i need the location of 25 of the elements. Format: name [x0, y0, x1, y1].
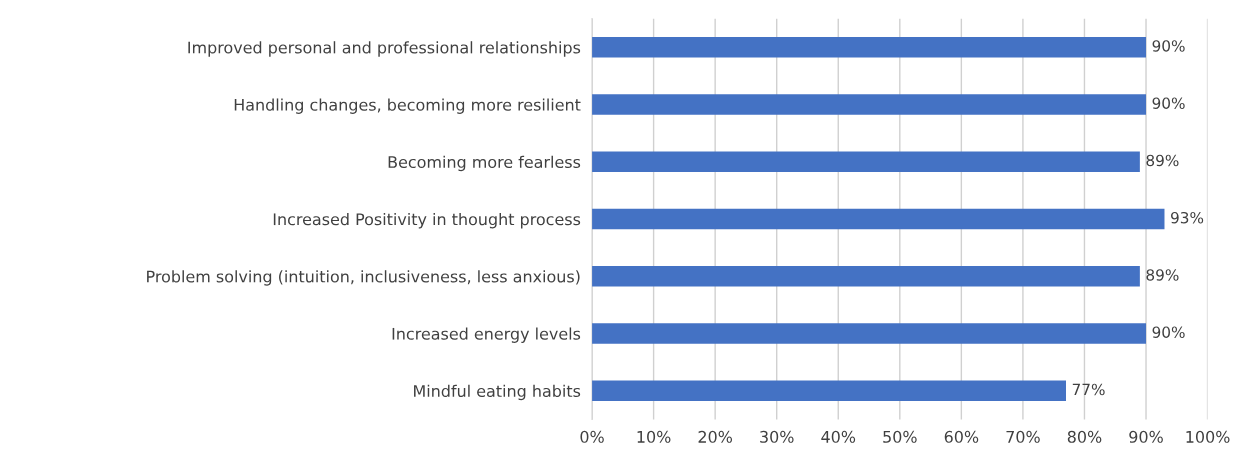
- x-tick-label: 20%: [698, 430, 733, 443]
- x-tick-label: 100%: [1186, 430, 1230, 443]
- data-label: 93%: [1171, 211, 1204, 224]
- x-tick-label: 70%: [1006, 430, 1040, 443]
- y-tick-label: Mindful eating habits: [414, 384, 581, 401]
- data-label: 89%: [1146, 269, 1179, 281]
- y-tick-label: Increased energy levels: [392, 327, 581, 343]
- data-label: 90%: [1152, 326, 1185, 338]
- x-tick-label: 10%: [637, 430, 671, 443]
- x-tick-label: 60%: [944, 430, 979, 443]
- x-tick-label: 80%: [1067, 430, 1102, 443]
- x-tick-label: 40%: [821, 430, 856, 443]
- x-tick-label: 90%: [1129, 430, 1163, 443]
- x-tick-label: 50%: [883, 430, 917, 443]
- y-tick-label: Increased Positivity in thought process: [273, 212, 581, 229]
- y-tick-label: Improved personal and professional relationships: [188, 41, 581, 57]
- x-tick-label: 30%: [760, 430, 794, 443]
- x-tick-label: 0%: [580, 430, 604, 443]
- data-label: 77%: [1072, 383, 1105, 396]
- data-label: 89%: [1146, 154, 1179, 167]
- y-tick-label: Handling changes, becoming more resilient: [234, 98, 581, 114]
- data-label: 90%: [1152, 40, 1185, 52]
- y-tick-label: Becoming more fearless: [388, 155, 581, 172]
- y-tick-label: Problem solving (intuition, inclusiveness, less anxious): [147, 270, 580, 286]
- data-label: 90%: [1152, 97, 1185, 109]
